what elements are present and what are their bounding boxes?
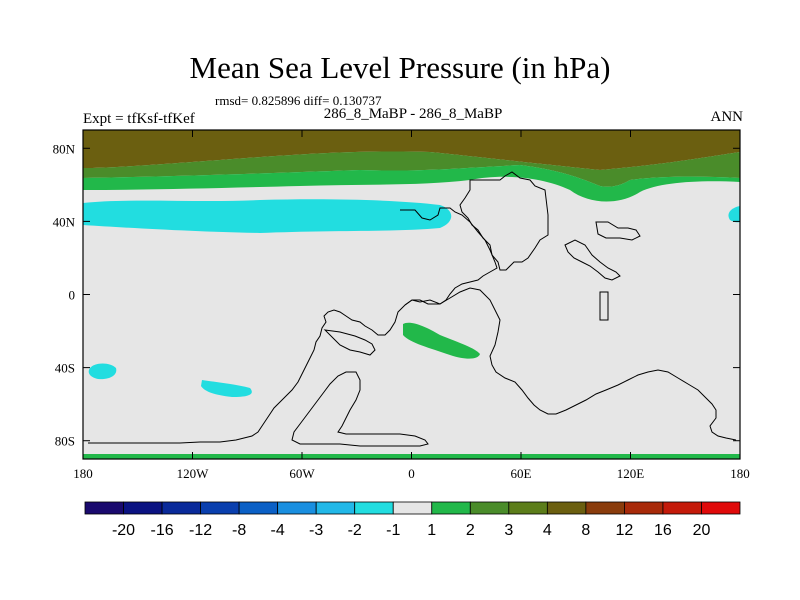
coastline-americas — [88, 207, 498, 444]
colorbar-label: 4 — [543, 522, 552, 539]
colorbar-label: 20 — [693, 522, 711, 539]
colorbar-box — [585, 501, 625, 515]
region-south-pacific-small — [88, 363, 117, 380]
colorbar-box — [161, 501, 201, 515]
colorbar-label: -12 — [189, 522, 212, 539]
coastline-south-america-tip — [323, 329, 376, 356]
colorbar-label: -4 — [271, 522, 285, 539]
chart-title: Mean Sea Level Pressure (in hPa) — [189, 50, 611, 85]
colorbar-label: -3 — [309, 522, 323, 539]
colorbar-box — [277, 501, 317, 515]
colorbar-box — [238, 501, 279, 515]
colorbar-box — [701, 501, 741, 515]
colorbar-label: 16 — [654, 522, 672, 539]
y-tick-label: 40N — [53, 214, 76, 229]
region-arctic-high — [83, 130, 740, 170]
colorbar-box — [469, 501, 510, 515]
region-northern-band — [83, 151, 740, 187]
colorbar-box — [662, 501, 702, 515]
colorbar-label: -16 — [150, 522, 173, 539]
colorbar-label: 2 — [466, 522, 475, 539]
coastline-antarctic-peninsula — [291, 371, 429, 447]
colorbar-box — [431, 501, 471, 515]
colorbar-box — [508, 501, 548, 515]
x-tick-label: 60E — [511, 466, 532, 481]
colorbar: -20 -16 -12 -8 -4 -3 -2 -1 1 2 3 4 8 12 16 20 — [84, 501, 741, 539]
plot-area — [82, 129, 741, 460]
colorbar-box — [354, 501, 394, 515]
colorbar-box — [315, 501, 356, 515]
coastline-india — [564, 239, 621, 281]
colorbar-label: 1 — [427, 522, 436, 539]
coastline-africa-australia — [404, 287, 737, 441]
coastline-europe-asia — [459, 171, 549, 271]
x-tick-label: 120E — [617, 466, 645, 481]
colorbar-label: 3 — [504, 522, 513, 539]
region-northern-green — [83, 165, 740, 202]
coastline-island — [599, 291, 609, 321]
colorbar-box — [200, 501, 240, 515]
season-label: ANN — [710, 109, 744, 125]
x-tick-label: 180 — [730, 466, 750, 481]
colorbar-box — [84, 501, 124, 515]
y-tick-label: 80S — [55, 434, 75, 449]
colorbar-label: -2 — [348, 522, 362, 539]
chart-stats: rmsd= 0.825896 diff= 0.130737 — [215, 93, 382, 108]
x-tick-label: 180 — [73, 466, 93, 481]
colorbar-box — [546, 501, 587, 515]
coastlines — [88, 171, 737, 447]
colorbar-box — [123, 501, 163, 515]
colorbar-label: -20 — [112, 522, 135, 539]
x-tick-label: 120W — [177, 466, 210, 481]
region-north-negative — [83, 199, 452, 233]
colorbar-label: 8 — [581, 522, 590, 539]
region-south-pacific — [201, 380, 252, 397]
colorbar-label: 12 — [616, 522, 634, 539]
region-east-negative — [728, 206, 740, 223]
x-tick-label: 60W — [289, 466, 315, 481]
y-tick-label: 80N — [53, 141, 76, 156]
colorbar-box — [392, 501, 433, 515]
region-south-atlantic-positive — [403, 322, 480, 359]
axes: 180 120W 60W 0 60E 120E 180 80N 40N 0 40S 80S — [53, 130, 750, 481]
colorbar-label: -1 — [386, 522, 400, 539]
y-tick-label: 0 — [69, 288, 76, 303]
x-tick-label: 0 — [408, 466, 415, 481]
y-tick-label: 40S — [55, 361, 75, 376]
period-label: 286_8_MaBP - 286_8_MaBP — [323, 106, 503, 122]
experiment-label: Expt = tfKsf-tfKef — [83, 111, 195, 127]
colorbar-box — [624, 501, 664, 515]
colorbar-label: -8 — [232, 522, 246, 539]
coastline-east-asia — [595, 221, 641, 241]
